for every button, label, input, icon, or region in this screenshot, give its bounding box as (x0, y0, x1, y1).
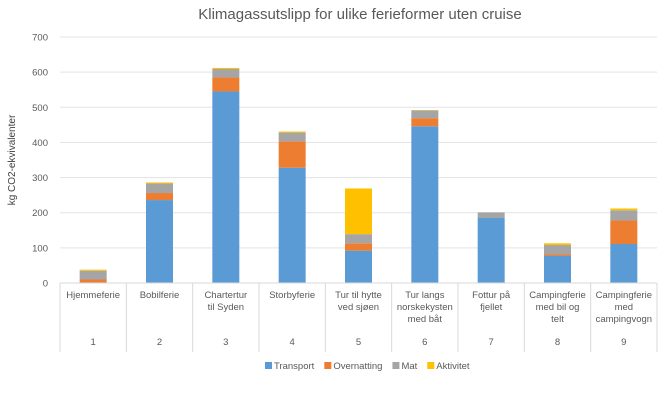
bar-segment-transport (477, 217, 505, 283)
y-tick-label: 400 (32, 138, 48, 149)
bar-segment-transport (146, 200, 173, 283)
bar-segment-mat (212, 68, 240, 78)
x-category-number: 5 (356, 337, 361, 348)
legend-swatch-aktivitet (427, 362, 435, 369)
bar-segment-mat (477, 212, 505, 218)
legend-label: Transport (274, 361, 315, 372)
bar-segment-aktivitet (345, 188, 372, 235)
x-category-label: Storbyferie (269, 290, 315, 301)
x-category-label: Campingferie med bil og telt (529, 290, 586, 325)
bar-segment-mat (79, 270, 107, 280)
bar-segment-aktivitet (79, 269, 107, 271)
bar-segment-overnatting (345, 243, 372, 251)
x-category-label: Tur langs norskekysten med båt (397, 290, 453, 325)
x-category-number: 1 (91, 337, 96, 348)
bar-segment-transport (610, 243, 638, 283)
bar-segment-transport (345, 250, 372, 283)
x-category-number: 3 (223, 337, 228, 348)
x-category-number: 2 (157, 337, 162, 348)
bar-segment-mat (544, 245, 571, 255)
bar-segment-transport (544, 255, 571, 283)
bar-segment-aktivitet (610, 208, 638, 211)
x-category-label: Hjemmeferie (66, 290, 120, 301)
bar-segment-mat (278, 132, 306, 142)
bar-segment-transport (212, 91, 240, 283)
legend-label: Mat (401, 361, 417, 372)
bar-segment-mat (411, 110, 439, 119)
bar-segment-overnatting (278, 141, 306, 168)
bar-segment-overnatting (79, 279, 107, 283)
x-category-label: Fottur på fjellet (472, 290, 511, 313)
legend-swatch-overnatting (324, 362, 332, 369)
legend-label: Aktivitet (436, 361, 470, 372)
y-axis-ticks: 0 100 200 300 400 500 600 700 (32, 33, 48, 290)
y-axis-label: kg CO2-ekvivalenter (7, 114, 18, 205)
x-axis: Hjemmeferie 1 Bobilferie 2 Chartertur til Syd… (59, 282, 658, 352)
y-tick-label: 700 (32, 33, 48, 44)
bar-segment-transport (411, 126, 439, 284)
legend-swatch-transport (265, 362, 272, 369)
y-tick-label: 200 (32, 208, 48, 219)
x-category-number: 9 (621, 337, 626, 348)
bar-segment-overnatting (212, 77, 240, 92)
bar-segment-mat (146, 183, 173, 194)
chart-title: Klimagassutslipp for ulike ferieformer u… (198, 6, 521, 23)
bar-segment-aktivitet (146, 182, 173, 184)
legend: Transport Overnatting Mat Aktivitet (265, 361, 470, 372)
legend-label: Overnatting (333, 361, 382, 372)
x-category-label: Chartertur til Syden (204, 290, 247, 313)
bar-segment-mat (345, 234, 372, 244)
x-category-label: Tur til hytte ved sjøen (335, 290, 382, 313)
y-tick-label: 100 (32, 243, 48, 254)
bar-segment-overnatting (610, 220, 638, 244)
bar-segment-overnatting (146, 193, 173, 201)
y-tick-label: 300 (32, 173, 48, 184)
bar-segment-mat (610, 210, 638, 221)
bar-segment-aktivitet (212, 67, 240, 69)
y-tick-label: 0 (43, 279, 48, 290)
x-category-number: 4 (290, 337, 295, 348)
bar-segment-aktivitet (278, 131, 306, 133)
bars (79, 67, 638, 284)
x-category-label: Bobilferie (140, 290, 180, 301)
bar-segment-transport (278, 167, 306, 283)
bar-segment-aktivitet (544, 243, 571, 246)
x-category-number: 7 (489, 337, 494, 348)
bar-segment-overnatting (411, 118, 439, 127)
x-category-number: 8 (555, 337, 560, 348)
legend-swatch-mat (392, 362, 400, 369)
x-category-number: 6 (422, 337, 427, 348)
y-tick-label: 600 (32, 68, 48, 79)
y-tick-label: 500 (32, 103, 48, 114)
x-category-label: Campingferie med campingvogn (596, 290, 653, 325)
bar-segment-overnatting (544, 254, 571, 256)
